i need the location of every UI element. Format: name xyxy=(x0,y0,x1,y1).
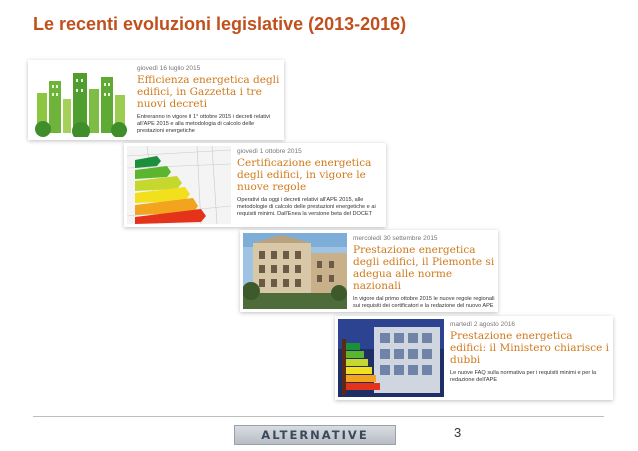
green-buildings-image xyxy=(31,63,131,137)
energy-label-thumbnail xyxy=(127,146,231,224)
energy-class-chart-image xyxy=(127,146,231,224)
news-date: giovedì 16 luglio 2015 xyxy=(137,65,201,72)
news-summary: Le nuove FAQ sulla normativa per i requi… xyxy=(450,370,597,383)
news-card-2: giovedì 1 ottobre 2015 Certificazione en… xyxy=(124,143,386,227)
news-headline[interactable]: Prestazione energetica degli edifici, il… xyxy=(353,244,495,292)
news-date: martedì 2 agosto 2016 xyxy=(450,321,516,328)
news-card-text: giovedì 1 ottobre 2015 Certificazione en… xyxy=(237,146,383,224)
alternative-logo: ALTERNATIVE xyxy=(234,425,396,445)
page-number: 3 xyxy=(454,425,462,440)
news-summary: In vigore dal primo ottobre 2015 le nuov… xyxy=(353,296,495,309)
news-date: mercoledì 30 settembre 2015 xyxy=(353,235,438,242)
news-summary: Entreranno in vigore il 1° ottobre 2015 … xyxy=(137,114,271,134)
news-card-text: giovedì 16 luglio 2015 Efficienza energe… xyxy=(137,63,281,137)
logo-text: ALTERNATIVE xyxy=(261,428,369,442)
historic-building-image xyxy=(243,233,347,309)
energy-building-image xyxy=(338,319,444,397)
news-headline[interactable]: Prestazione energetica edifici: il Minis… xyxy=(450,330,610,366)
news-card-4: martedì 2 agosto 2016 Prestazione energe… xyxy=(335,316,613,400)
slide-title: Le recenti evoluzioni legislative (2013-… xyxy=(33,14,407,34)
news-date: giovedì 1 ottobre 2015 xyxy=(237,148,302,155)
news-headline[interactable]: Efficienza energetica degli edifici, in … xyxy=(137,74,280,110)
footer-divider xyxy=(33,416,604,417)
news-card-text: mercoledì 30 settembre 2015 Prestazione … xyxy=(353,233,495,309)
modern-building-thumbnail xyxy=(338,319,444,397)
news-headline[interactable]: Certificazione energetica degli edifici,… xyxy=(237,157,372,193)
building-thumbnail xyxy=(243,233,347,309)
news-card-1: giovedì 16 luglio 2015 Efficienza energe… xyxy=(28,60,284,140)
green-city-thumbnail xyxy=(31,63,131,137)
news-card-text: martedì 2 agosto 2016 Prestazione energe… xyxy=(450,319,610,397)
news-card-3: mercoledì 30 settembre 2015 Prestazione … xyxy=(240,230,498,312)
news-summary: Operativi da oggi i decreti relativi all… xyxy=(237,197,376,217)
